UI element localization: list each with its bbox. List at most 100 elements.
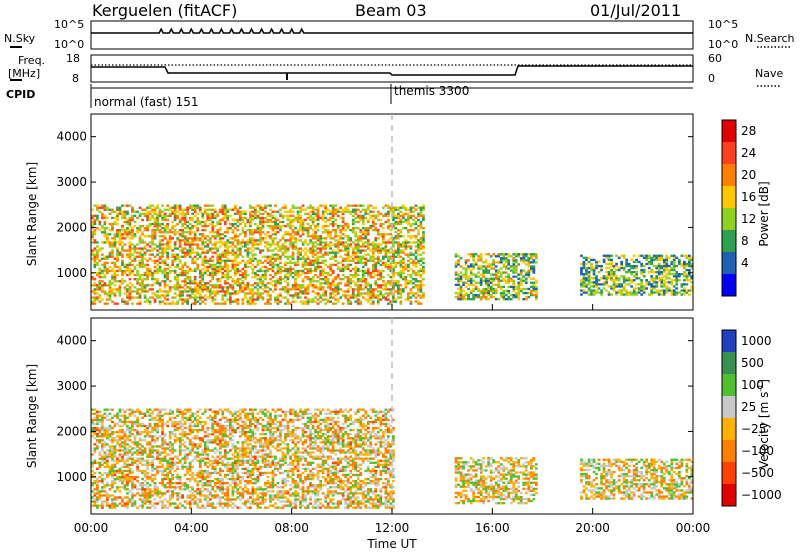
power-cell	[311, 208, 315, 211]
power-cell	[309, 267, 312, 271]
power-cell	[314, 249, 317, 252]
power-cell	[106, 237, 109, 240]
power-cell	[419, 214, 423, 218]
power-cell	[349, 245, 353, 248]
power-cell	[269, 218, 272, 222]
power-cell	[266, 294, 270, 297]
velocity-cell	[116, 488, 119, 491]
power-cell	[249, 233, 252, 236]
power-cell	[143, 271, 147, 275]
velocity-cell	[101, 506, 104, 509]
power-cell	[371, 290, 375, 293]
power-cell	[359, 229, 363, 232]
power-cell	[344, 294, 348, 297]
nsky-label: N.Sky	[4, 32, 36, 45]
power-cell	[274, 231, 277, 234]
velocity-cell	[96, 504, 99, 507]
power-cell	[331, 214, 335, 218]
power-cell	[151, 249, 154, 252]
power-cell	[284, 204, 287, 207]
power-cell	[213, 302, 217, 305]
power-cell	[271, 233, 275, 236]
power-cell	[605, 283, 608, 286]
power-cell	[354, 282, 358, 285]
power-cell	[188, 290, 192, 293]
power-cell	[379, 251, 383, 254]
power-cell	[286, 261, 290, 265]
power-cell	[158, 255, 162, 258]
power-cell	[397, 271, 400, 275]
power-cell	[266, 286, 270, 289]
velocity-cell	[111, 453, 114, 456]
power-cell	[392, 216, 395, 220]
power-cell	[251, 229, 255, 232]
power-cell	[218, 241, 222, 244]
power-cell	[379, 298, 383, 301]
power-cell	[296, 269, 300, 273]
power-cell	[111, 276, 114, 279]
power-cell	[208, 208, 212, 211]
power-cell	[607, 273, 611, 276]
power-cell	[181, 294, 185, 297]
power-cell	[397, 235, 400, 238]
power-cell	[595, 281, 598, 284]
power-cell	[223, 206, 227, 209]
power-cell	[497, 277, 501, 280]
power-cell	[492, 295, 496, 299]
velocity-cell	[101, 426, 104, 430]
power-cell	[314, 218, 317, 222]
power-cell	[131, 229, 134, 232]
power-cell	[371, 296, 375, 299]
power-cell	[128, 241, 132, 244]
velocity-cell	[121, 453, 124, 456]
velocity-cell	[108, 473, 112, 477]
velocity-cell	[108, 449, 112, 452]
power-cell	[334, 302, 338, 305]
power-cell	[101, 227, 104, 230]
power-cell	[685, 273, 689, 276]
power-cell	[479, 259, 483, 262]
power-cell	[181, 231, 185, 234]
power-cell	[685, 275, 689, 278]
power-cell	[221, 255, 225, 258]
power-cell	[108, 253, 112, 256]
power-cell	[113, 294, 117, 297]
power-cell	[266, 214, 270, 218]
power-cell	[339, 235, 343, 238]
power-cell	[419, 288, 423, 291]
power-cell	[344, 267, 348, 271]
power-cell	[311, 263, 315, 267]
velocity-cell	[123, 453, 127, 456]
power-cell	[660, 256, 664, 260]
power-cell	[98, 280, 102, 283]
power-cell	[389, 251, 393, 254]
power-cell	[585, 258, 588, 262]
velocity-cell	[118, 471, 122, 475]
power-cell	[392, 251, 395, 254]
power-cell	[284, 296, 287, 299]
power-cell	[469, 273, 473, 276]
power-cell	[246, 251, 250, 254]
power-cell	[239, 251, 242, 254]
power-cell	[128, 269, 132, 273]
power-cell	[101, 241, 104, 244]
power-cell	[136, 247, 139, 250]
power-cell	[163, 286, 167, 289]
power-cell	[176, 282, 180, 285]
power-cell	[314, 286, 317, 289]
power-cell	[419, 253, 423, 256]
power-cell	[419, 245, 423, 248]
power-cell	[675, 273, 679, 276]
power-cell	[683, 279, 686, 282]
power-cell	[662, 260, 666, 264]
power-cell	[183, 290, 187, 293]
power-cell	[299, 206, 302, 209]
power-cell	[186, 243, 190, 246]
power-cell	[532, 293, 536, 297]
power-cell	[156, 204, 159, 207]
power-cell	[241, 239, 245, 242]
power-cell	[582, 281, 586, 284]
power-cell	[359, 251, 363, 254]
power-cell	[198, 286, 202, 289]
power-cell	[354, 216, 358, 220]
